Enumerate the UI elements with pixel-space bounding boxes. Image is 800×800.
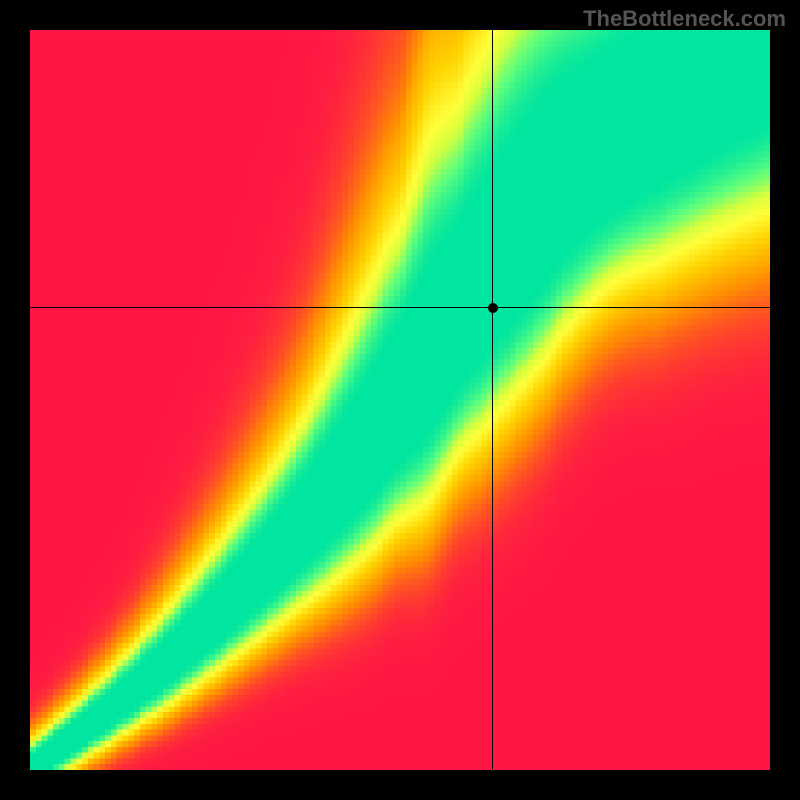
chart-container: TheBottleneck.com — [0, 0, 800, 800]
watermark-text: TheBottleneck.com — [583, 6, 786, 32]
crosshair-marker — [488, 303, 498, 313]
crosshair-horizontal — [30, 307, 770, 308]
crosshair-vertical — [492, 30, 493, 770]
bottleneck-heatmap — [30, 30, 770, 770]
